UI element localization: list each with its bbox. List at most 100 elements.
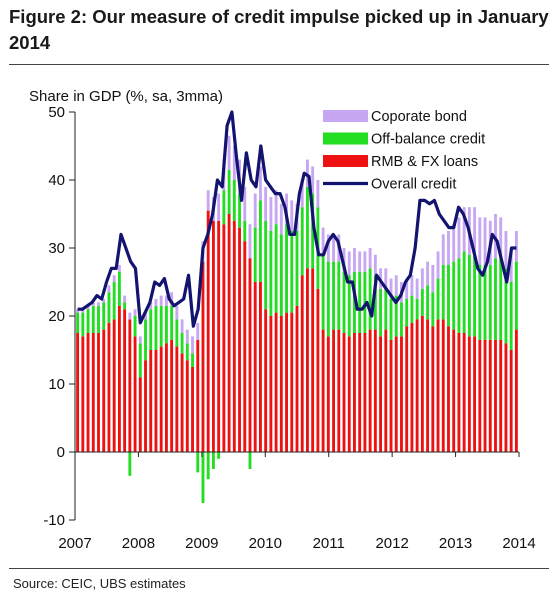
loans-bar bbox=[363, 333, 367, 452]
corporate-bond-bar bbox=[154, 299, 158, 306]
corporate-bond-bar bbox=[499, 217, 503, 259]
loans-bar bbox=[238, 227, 241, 452]
loans-bar bbox=[306, 268, 309, 452]
off-balance-bar bbox=[154, 305, 158, 350]
off-balance-bar bbox=[149, 309, 153, 350]
corporate-bond-bar bbox=[358, 251, 362, 272]
loans-bar bbox=[76, 333, 80, 452]
off-balance-bar bbox=[86, 309, 90, 333]
legend-label: Coporate bond bbox=[371, 109, 467, 125]
loans-bar bbox=[316, 288, 320, 452]
off-balance-bar bbox=[133, 316, 137, 337]
loans-bar bbox=[227, 214, 231, 452]
off-balance-bar bbox=[300, 207, 304, 276]
loans-bar bbox=[431, 326, 435, 452]
overall-credit-line bbox=[77, 110, 517, 328]
off-balance-bar bbox=[415, 299, 419, 320]
loans-bar bbox=[128, 319, 132, 452]
off-balance-bar bbox=[332, 261, 335, 330]
loans-bar bbox=[311, 268, 315, 452]
bar-layer bbox=[76, 110, 518, 503]
x-tick-label: 2014 bbox=[502, 535, 535, 552]
off-balance-bar bbox=[358, 271, 362, 333]
loans-bar bbox=[337, 329, 341, 452]
loans-bar bbox=[499, 339, 503, 452]
x-tick-label: 2012 bbox=[375, 535, 408, 552]
off-balance-bar bbox=[196, 452, 200, 473]
off-balance-bar bbox=[191, 353, 194, 367]
off-balance-bar bbox=[295, 231, 299, 306]
corporate-bond-bar bbox=[353, 248, 356, 272]
loans-bar bbox=[447, 326, 450, 452]
corporate-bond-bar bbox=[462, 207, 466, 252]
loans-bar bbox=[509, 350, 513, 452]
loans-bar bbox=[410, 322, 414, 452]
corporate-bond-bar bbox=[206, 190, 210, 211]
loans-bar bbox=[478, 339, 482, 452]
x-tick-label: 2009 bbox=[185, 535, 218, 552]
loans-bar bbox=[206, 210, 210, 452]
loans-bar bbox=[201, 261, 205, 452]
off-balance-bar bbox=[473, 254, 477, 337]
y-tick-label: 0 bbox=[57, 444, 65, 461]
loans-bar bbox=[384, 329, 388, 452]
off-balance-bar bbox=[123, 302, 127, 310]
off-balance-bar bbox=[363, 271, 367, 333]
corporate-bond-bar bbox=[426, 261, 430, 286]
corporate-bond-bar bbox=[452, 224, 456, 262]
figure-title: Figure 2: Our measure of credit impulse … bbox=[9, 6, 549, 53]
loans-bar bbox=[290, 312, 294, 452]
off-balance-bar bbox=[478, 265, 482, 340]
loans-bar bbox=[81, 336, 85, 452]
off-balance-bar bbox=[76, 312, 80, 333]
loans-bar bbox=[394, 336, 398, 452]
off-balance-bar bbox=[269, 231, 273, 316]
loans-bar bbox=[149, 350, 153, 452]
corporate-bond-bar bbox=[149, 302, 153, 310]
off-balance-bar bbox=[279, 234, 283, 316]
corporate-bond-bar bbox=[264, 186, 268, 221]
loans-bar bbox=[441, 319, 445, 452]
legend: Coporate bond Off-balance credit RMB & FX … bbox=[323, 109, 485, 193]
off-balance-bar bbox=[494, 258, 497, 340]
corporate-bond-bar bbox=[76, 309, 80, 313]
loans-bar bbox=[457, 333, 461, 452]
x-tick-label: 2011 bbox=[313, 535, 345, 552]
off-balance-bar bbox=[264, 220, 268, 310]
corporate-bond-bar bbox=[138, 336, 142, 344]
corporate-bond-bar bbox=[232, 146, 236, 180]
x-tick-label: 2010 bbox=[249, 535, 282, 552]
corporate-bond-bar bbox=[405, 278, 409, 299]
off-balance-bar bbox=[467, 254, 471, 337]
corporate-bond-bar bbox=[117, 265, 121, 272]
corporate-bond-bar bbox=[112, 275, 116, 282]
loans-bar bbox=[426, 319, 430, 452]
corporate-bond-bar bbox=[311, 166, 315, 194]
corporate-bond-bar bbox=[514, 231, 518, 262]
off-balance-bar bbox=[274, 224, 278, 313]
loans-bar bbox=[191, 367, 194, 452]
loans-bar bbox=[483, 339, 487, 452]
off-balance-bar bbox=[211, 452, 215, 469]
corporate-bond-bar bbox=[196, 322, 200, 340]
off-balance-bar bbox=[457, 258, 461, 333]
source-divider bbox=[9, 568, 549, 569]
corporate-bond-bar bbox=[133, 309, 137, 316]
corporate-bond-bar bbox=[368, 248, 372, 269]
off-balance-bar bbox=[426, 285, 430, 320]
loans-bar bbox=[514, 329, 518, 452]
off-balance-bar bbox=[112, 282, 116, 320]
off-balance-bar bbox=[441, 265, 445, 320]
off-balance-bar bbox=[253, 227, 257, 282]
loans-bar bbox=[488, 339, 492, 452]
corporate-bond-bar bbox=[243, 186, 247, 221]
corporate-bond-bar bbox=[347, 251, 351, 276]
loans-bar bbox=[269, 316, 273, 452]
off-balance-bar bbox=[462, 251, 466, 333]
off-balance-bar bbox=[185, 343, 189, 361]
off-balance-bar bbox=[290, 231, 294, 313]
loans-bar bbox=[415, 319, 419, 452]
off-balance-bar bbox=[285, 224, 288, 313]
off-balance-bar bbox=[238, 193, 241, 228]
loans-bar bbox=[358, 333, 362, 452]
